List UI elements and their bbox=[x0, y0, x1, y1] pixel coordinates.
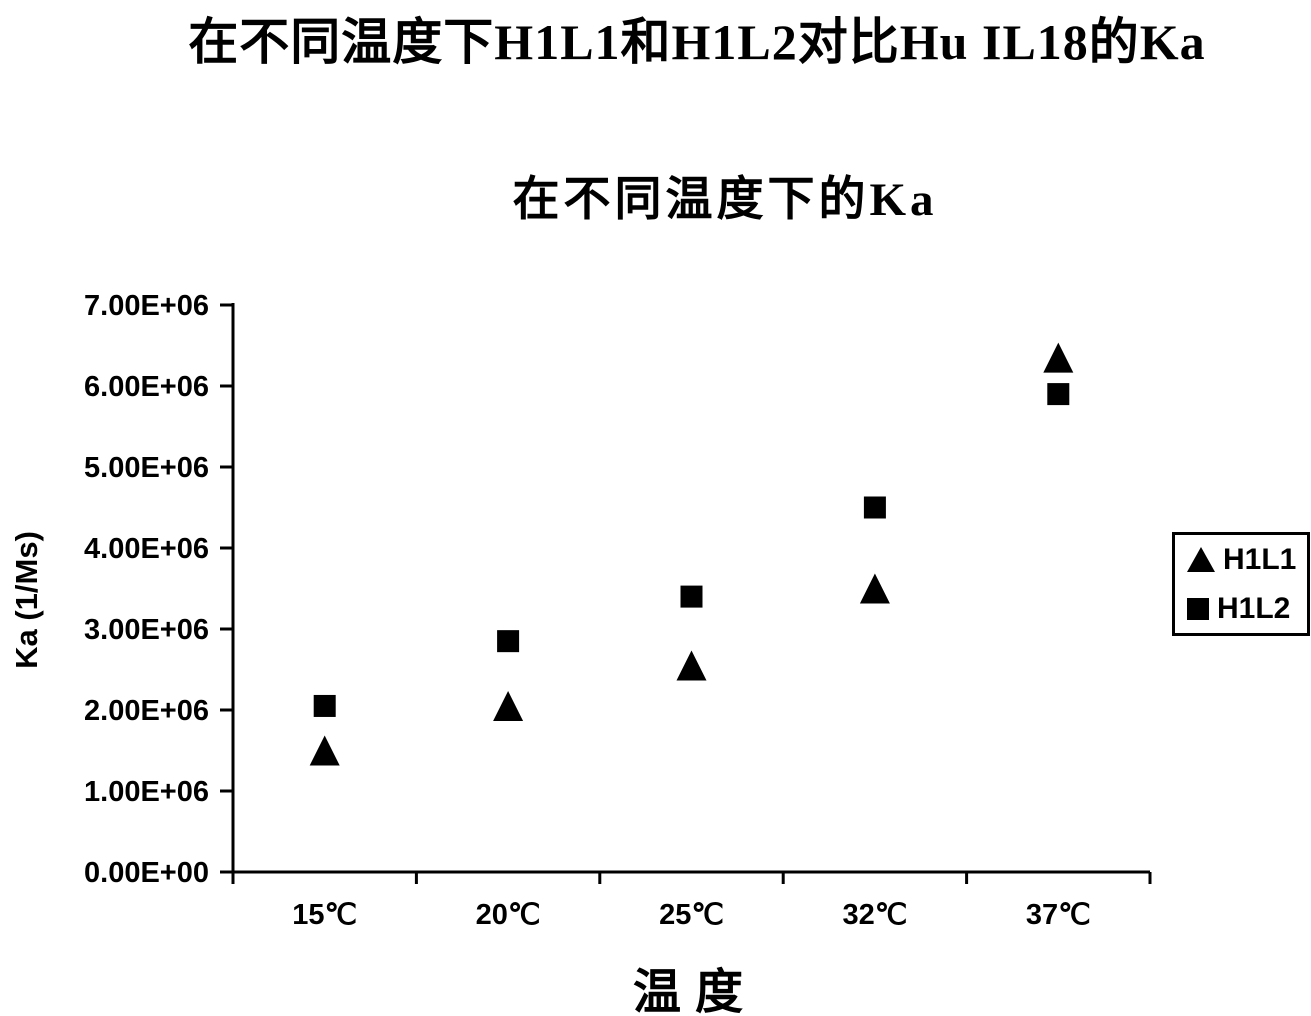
y-tick-label: 4.00E+06 bbox=[84, 533, 209, 565]
legend-item-h1l1: H1L1 bbox=[1187, 542, 1307, 576]
data-point-h1l2 bbox=[1047, 383, 1070, 406]
main-title: 在不同温度下H1L1和H1L2对比Hu IL18的Ka bbox=[188, 14, 1206, 70]
data-point-h1l2 bbox=[497, 630, 520, 653]
x-axis-title: 温度 bbox=[632, 966, 758, 1016]
square-marker-icon bbox=[1187, 597, 1209, 620]
y-axis-title: Ka (1/Ms) bbox=[9, 531, 44, 669]
x-tick-label: 37℃ bbox=[1026, 899, 1091, 931]
x-tick-label: 32℃ bbox=[842, 899, 907, 931]
data-point-h1l2 bbox=[863, 496, 886, 519]
data-point-h1l1 bbox=[859, 573, 890, 604]
legend: H1L1 H1L2 bbox=[1172, 532, 1310, 636]
y-tick-label: 2.00E+06 bbox=[84, 695, 209, 727]
legend-label: H1L1 bbox=[1223, 542, 1297, 576]
x-tick-label: 25℃ bbox=[659, 899, 724, 931]
data-point-h1l2 bbox=[680, 585, 703, 608]
triangle-marker-icon bbox=[1187, 547, 1215, 572]
chart-subtitle: 在不同温度下的Ka bbox=[512, 174, 938, 226]
y-tick-label: 3.00E+06 bbox=[84, 614, 209, 646]
legend-item-h1l2: H1L2 bbox=[1187, 591, 1307, 625]
x-tick-label: 20℃ bbox=[476, 899, 541, 931]
y-tick-label: 1.00E+06 bbox=[84, 776, 209, 808]
y-tick-label: 5.00E+06 bbox=[84, 452, 209, 484]
data-point-h1l1 bbox=[309, 735, 340, 766]
data-point-h1l1 bbox=[1043, 342, 1074, 373]
data-point-h1l1 bbox=[493, 690, 524, 721]
data-point-h1l2 bbox=[313, 694, 336, 717]
y-tick-label: 7.00E+06 bbox=[84, 290, 209, 322]
data-point-h1l1 bbox=[676, 650, 707, 681]
x-tick-label: 15℃ bbox=[292, 899, 357, 931]
y-tick-label: 6.00E+06 bbox=[84, 371, 209, 403]
y-tick-label: 0.00E+00 bbox=[84, 857, 209, 889]
legend-label: H1L2 bbox=[1217, 591, 1291, 625]
